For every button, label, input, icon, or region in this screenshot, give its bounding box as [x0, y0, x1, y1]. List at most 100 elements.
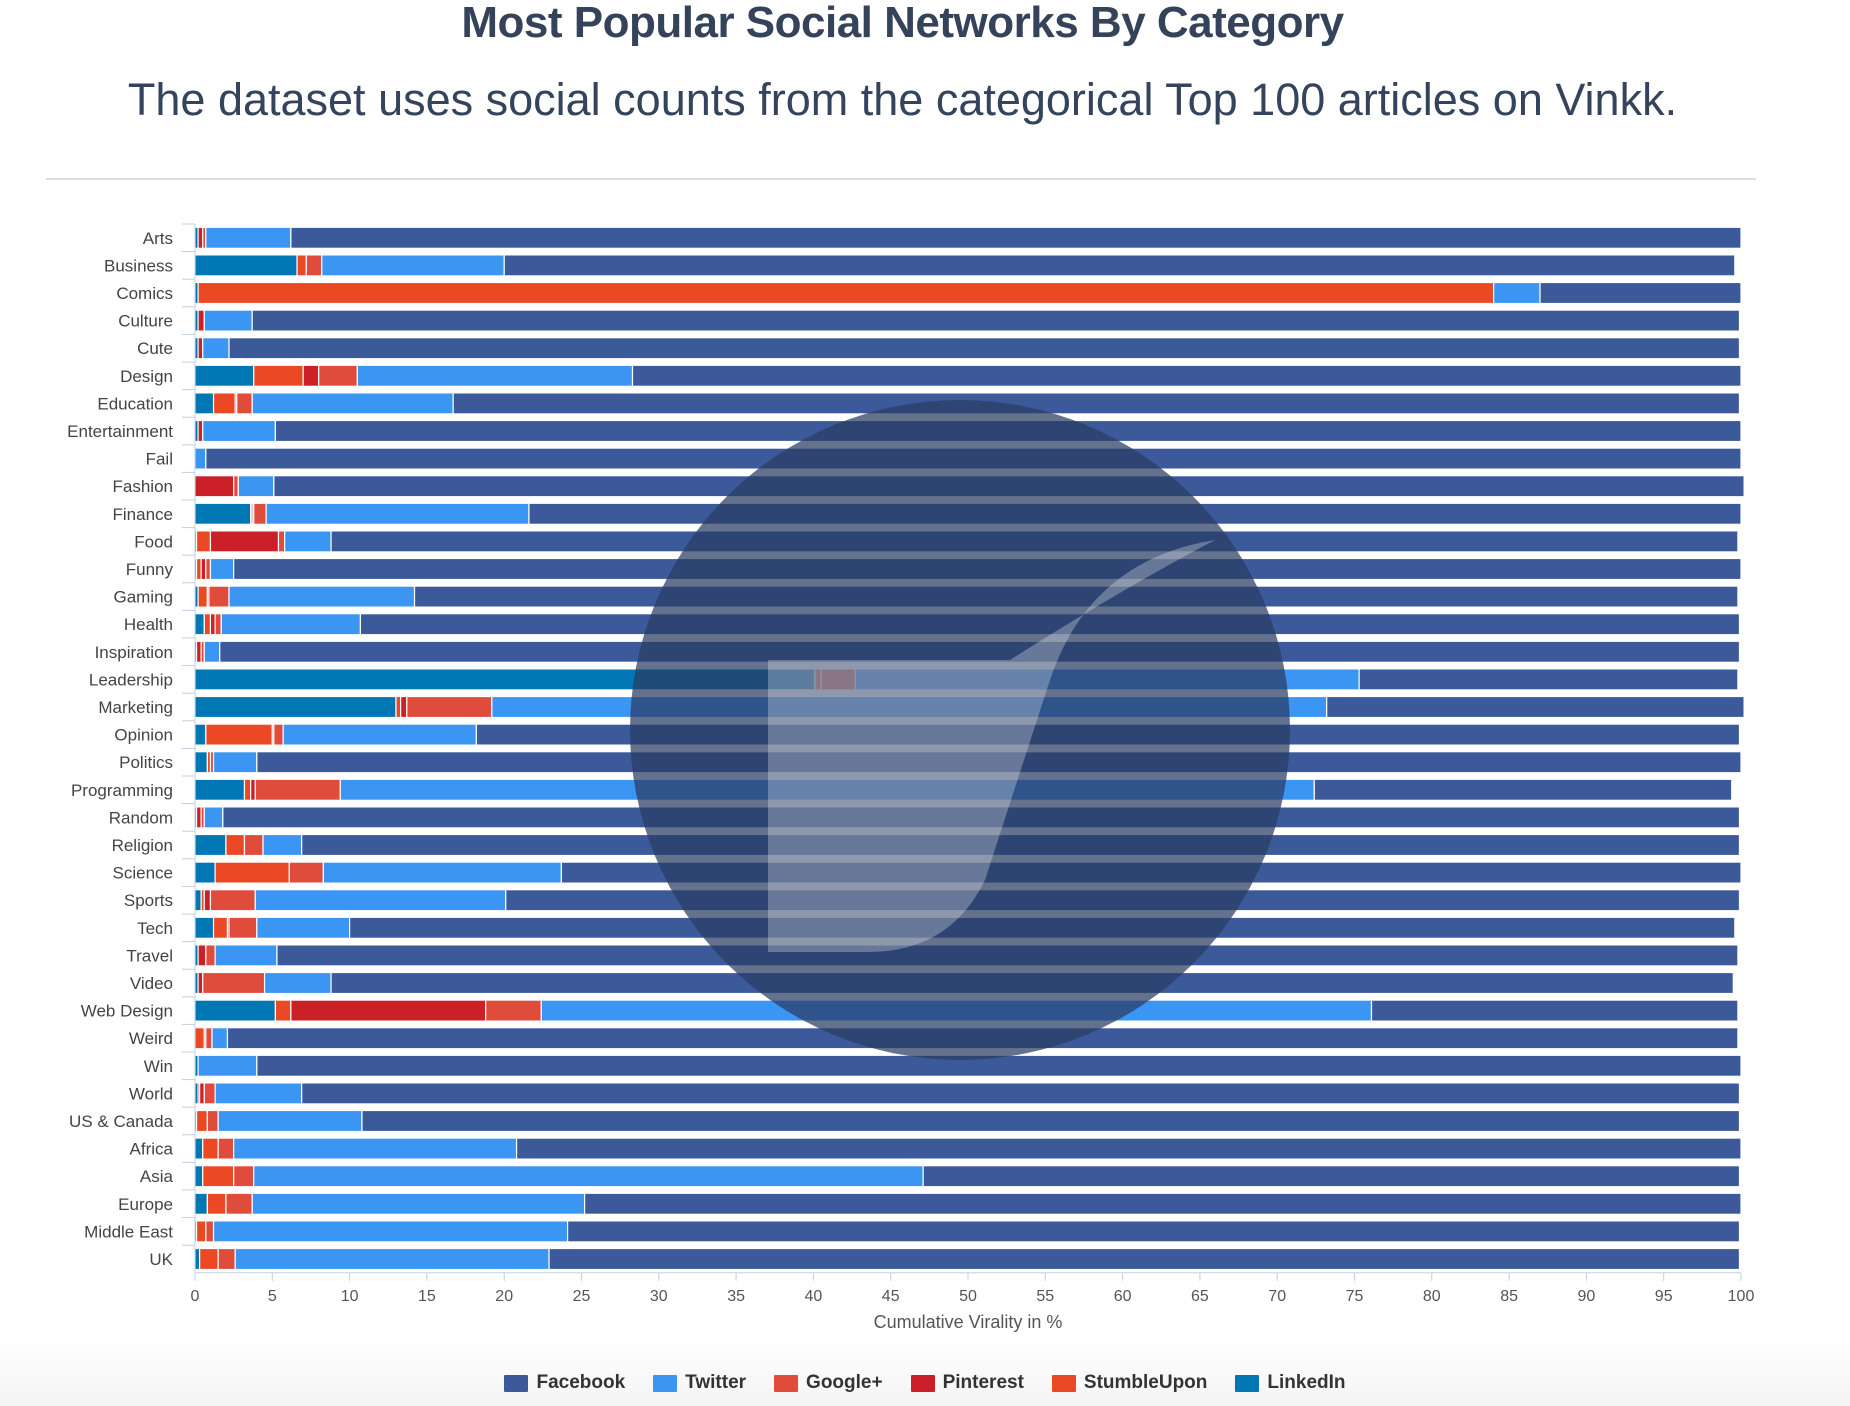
bar-marketing-google[interactable] [406, 695, 493, 719]
bar-comics-stumbleupon[interactable] [197, 281, 1495, 305]
bar-programming-pinterest[interactable] [250, 778, 256, 801]
bar-africa-google[interactable] [217, 1137, 235, 1160]
bar-fashion-twitter[interactable] [237, 475, 275, 498]
bar-tech-linkedin[interactable] [194, 916, 215, 939]
bar-design-linkedin[interactable] [194, 364, 255, 387]
bar-opinion-google[interactable] [273, 723, 284, 746]
bar-design-pinterest[interactable] [302, 364, 320, 387]
bar-politics-linkedin[interactable] [194, 751, 208, 774]
bar-opinion-linkedin[interactable] [194, 723, 207, 746]
bar-business-twitter[interactable] [321, 254, 505, 277]
bar-tech-stumbleupon[interactable] [212, 916, 229, 939]
bar-arts-facebook[interactable] [290, 226, 1742, 249]
bar-business-facebook[interactable] [503, 254, 1736, 277]
bar-inspiration-pinterest[interactable] [195, 640, 202, 663]
bar-science-stumbleupon[interactable] [214, 861, 290, 884]
bar-uk-linkedin[interactable] [194, 1247, 201, 1271]
legend-item-linkedin[interactable]: LinkedIn [1235, 1368, 1346, 1398]
bar-education-google[interactable] [236, 392, 253, 415]
bar-asia-linkedin[interactable] [194, 1165, 204, 1188]
bar-europe-twitter[interactable] [251, 1192, 586, 1215]
bar-business-google[interactable] [305, 254, 323, 277]
bar-europe-facebook[interactable] [583, 1192, 1742, 1215]
bar-education-twitter[interactable] [251, 392, 454, 415]
bar-gaming-stumbleupon[interactable] [197, 585, 208, 608]
bar-fashion-google[interactable] [233, 475, 239, 498]
bar-design-twitter[interactable] [356, 364, 634, 387]
bar-us-canada-stumbleupon[interactable] [195, 1109, 208, 1133]
bar-finance-google[interactable] [253, 502, 267, 525]
bar-religion-google[interactable] [243, 833, 264, 857]
bar-marketing-linkedin[interactable] [194, 695, 397, 719]
bar-health-pinterest[interactable] [209, 613, 216, 636]
bar-funny-stumbleupon[interactable] [195, 557, 202, 581]
bar-europe-google[interactable] [225, 1192, 253, 1215]
bar-business-stumbleupon[interactable] [296, 254, 307, 277]
bar-travel-pinterest[interactable] [197, 944, 207, 967]
bar-culture-twitter[interactable] [203, 309, 253, 332]
bar-funny-twitter[interactable] [209, 557, 235, 581]
bar-video-pinterest[interactable] [197, 971, 204, 995]
bar-middle-east-stumbleupon[interactable] [195, 1220, 207, 1243]
bar-opinion-twitter[interactable] [282, 723, 477, 746]
bar-marketing-facebook[interactable] [1326, 695, 1745, 719]
bar-web-design-pinterest[interactable] [290, 999, 487, 1022]
bar-europe-stumbleupon[interactable] [206, 1192, 227, 1215]
legend-item-pinterest[interactable]: Pinterest [910, 1368, 1024, 1398]
bar-travel-google[interactable] [205, 944, 216, 967]
bar-health-google[interactable] [214, 613, 222, 636]
bar-politics-twitter[interactable] [212, 751, 258, 774]
bar-middle-east-twitter[interactable] [212, 1220, 569, 1243]
bar-design-facebook[interactable] [631, 364, 1742, 387]
bar-inspiration-twitter[interactable] [203, 640, 221, 663]
bar-finance-twitter[interactable] [265, 502, 530, 525]
bar-asia-google[interactable] [233, 1165, 255, 1188]
bar-sports-linkedin[interactable] [194, 889, 202, 912]
bar-education-stumbleupon[interactable] [212, 392, 236, 415]
bar-weird-stumbleupon[interactable] [194, 1027, 205, 1050]
bar-web-design-facebook[interactable] [1370, 999, 1739, 1022]
bar-entertainment-twitter[interactable] [202, 419, 276, 443]
bar-programming-linkedin[interactable] [194, 778, 246, 801]
bar-middle-east-google[interactable] [205, 1220, 215, 1243]
bar-fashion-pinterest[interactable] [194, 475, 235, 498]
bar-cute-twitter[interactable] [202, 337, 230, 360]
bar-education-facebook[interactable] [452, 392, 1741, 415]
bar-world-pinterest[interactable] [199, 1082, 205, 1105]
bar-science-linkedin[interactable] [194, 861, 216, 884]
bar-web-design-google[interactable] [485, 999, 542, 1022]
bar-religion-twitter[interactable] [262, 833, 303, 857]
bar-africa-facebook[interactable] [515, 1137, 1742, 1160]
bar-weird-google[interactable] [205, 1027, 213, 1050]
bar-cute-pinterest[interactable] [197, 337, 204, 360]
legend-item-twitter[interactable]: Twitter [653, 1368, 746, 1398]
bar-finance-linkedin[interactable] [194, 502, 252, 525]
bar-tech-google[interactable] [228, 916, 258, 939]
bar-tech-twitter[interactable] [256, 916, 351, 939]
bar-education-linkedin[interactable] [194, 392, 215, 415]
bar-comics-facebook[interactable] [1539, 281, 1742, 305]
bar-sports-pinterest[interactable] [203, 889, 212, 912]
bar-world-twitter[interactable] [214, 1082, 303, 1105]
bar-us-canada-twitter[interactable] [217, 1109, 363, 1133]
bar-health-stumbleupon[interactable] [203, 613, 212, 636]
bar-culture-facebook[interactable] [251, 309, 1741, 332]
bar-video-google[interactable] [202, 971, 266, 995]
bar-uk-facebook[interactable] [548, 1247, 1741, 1271]
bar-programming-google[interactable] [254, 778, 341, 801]
bar-middle-east-facebook[interactable] [566, 1220, 1741, 1243]
bar-africa-linkedin[interactable] [194, 1137, 204, 1160]
bar-asia-twitter[interactable] [253, 1165, 924, 1188]
bar-africa-stumbleupon[interactable] [202, 1137, 219, 1160]
bar-funny-google[interactable] [205, 557, 212, 581]
bar-random-pinterest[interactable] [195, 806, 202, 829]
bar-opinion-stumbleupon[interactable] [205, 723, 273, 746]
bar-uk-twitter[interactable] [234, 1247, 550, 1271]
bar-arts-pinterest[interactable] [197, 226, 204, 249]
bar-weird-twitter[interactable] [211, 1027, 229, 1050]
bar-gaming-twitter[interactable] [228, 585, 416, 608]
bar-business-linkedin[interactable] [194, 254, 298, 277]
bar-programming-facebook[interactable] [1313, 778, 1733, 801]
bar-marketing-stumbleupon[interactable] [395, 695, 402, 719]
bar-win-twitter[interactable] [197, 1054, 258, 1077]
